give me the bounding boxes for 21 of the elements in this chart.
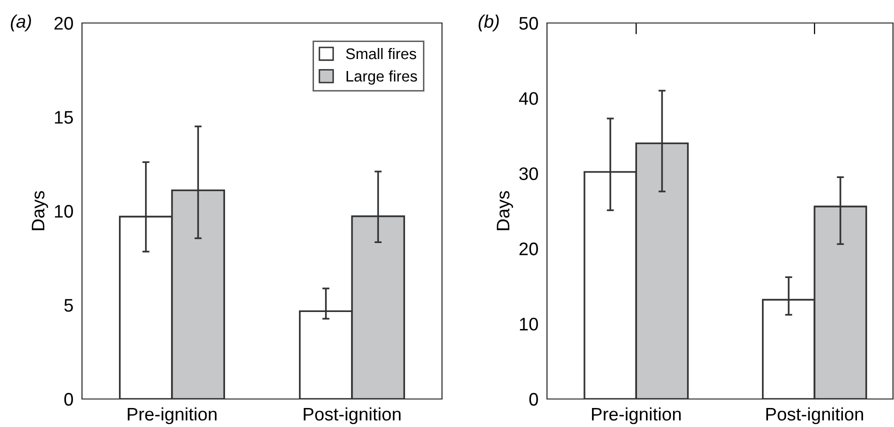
y-axis-title: Days <box>496 191 514 230</box>
y-tick-label: 50 <box>519 16 538 30</box>
y-tick-label: 5 <box>64 299 73 312</box>
legend-label: Large fires <box>346 70 418 85</box>
x-tick-label: Pre-ignition <box>128 407 216 424</box>
y-tick-label: 10 <box>54 204 73 218</box>
text: (a) <box>10 14 31 32</box>
y-tick-label: 20 <box>519 242 538 256</box>
y-tick-label: 0 <box>64 392 73 406</box>
y-tick-label: 0 <box>529 392 538 406</box>
y-tick-label: 10 <box>520 318 538 331</box>
text: (b) <box>478 14 499 32</box>
x-tick-label: Post-ignition <box>304 407 401 424</box>
x-tick-label: Post-ignition <box>766 407 864 424</box>
y-tick-label: 20 <box>54 16 73 30</box>
y-tick-label: 30 <box>519 167 538 180</box>
y-axis-title: Days <box>32 191 48 230</box>
x-tick-label: Pre-ignition <box>592 407 681 424</box>
y-tick-label: 15 <box>54 111 73 124</box>
y-tick-label: 40 <box>519 92 538 105</box>
legend-label: Small fires <box>346 48 416 60</box>
